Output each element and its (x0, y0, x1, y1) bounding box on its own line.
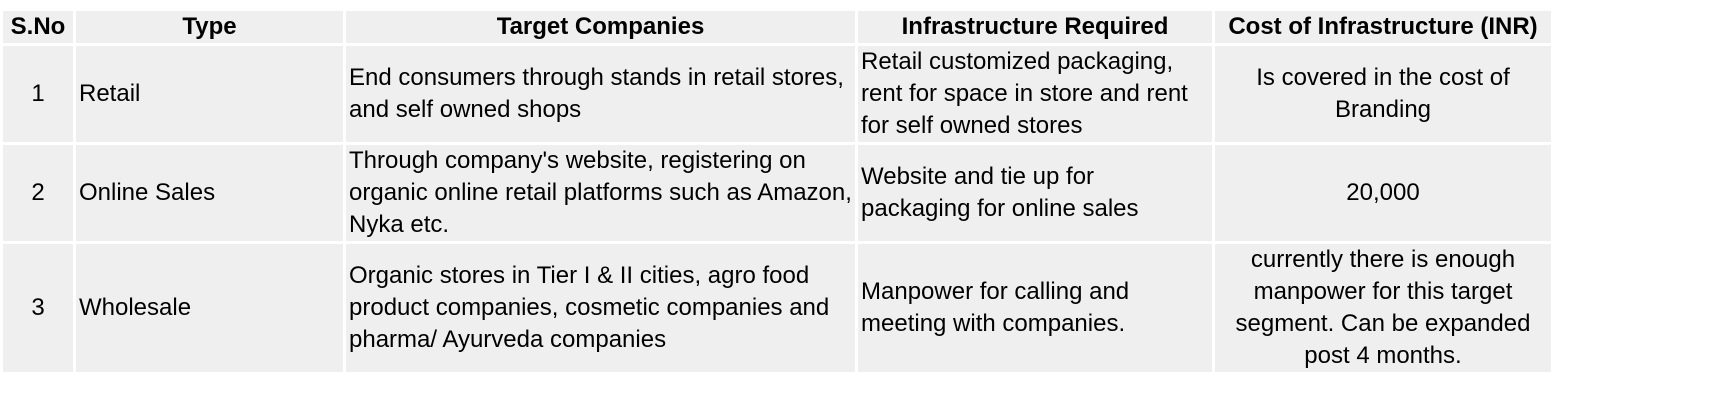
cell-sno: 2 (3, 145, 73, 241)
cell-type: Retail (76, 46, 343, 142)
cell-sno: 1 (3, 46, 73, 142)
cell-cost: currently there is enough manpower for t… (1215, 244, 1551, 372)
cell-sno: 3 (3, 244, 73, 372)
table-row: 1 Retail End consumers through stands in… (3, 46, 1551, 142)
cell-cost: 20,000 (1215, 145, 1551, 241)
cell-type: Wholesale (76, 244, 343, 372)
cell-type: Online Sales (76, 145, 343, 241)
cell-target-companies: Through company's website, registering o… (346, 145, 855, 241)
cell-target-companies: Organic stores in Tier I & II cities, ag… (346, 244, 855, 372)
cell-cost: Is covered in the cost of Branding (1215, 46, 1551, 142)
header-target-companies: Target Companies (346, 11, 855, 43)
cell-infrastructure-required: Retail customized packaging, rent for sp… (858, 46, 1212, 142)
cell-infrastructure-required: Manpower for calling and meeting with co… (858, 244, 1212, 372)
header-infrastructure-required: Infrastructure Required (858, 11, 1212, 43)
header-sno: S.No (3, 11, 73, 43)
table-row: 3 Wholesale Organic stores in Tier I & I… (3, 244, 1551, 372)
header-cost-of-infrastructure: Cost of Infrastructure (INR) (1215, 11, 1551, 43)
table-header-row: S.No Type Target Companies Infrastructur… (3, 11, 1551, 43)
table-row: 2 Online Sales Through company's website… (3, 145, 1551, 241)
cell-target-companies: End consumers through stands in retail s… (346, 46, 855, 142)
infrastructure-table-container: S.No Type Target Companies Infrastructur… (0, 8, 1729, 375)
infrastructure-table: S.No Type Target Companies Infrastructur… (0, 8, 1554, 375)
cell-infrastructure-required: Website and tie up for packaging for onl… (858, 145, 1212, 241)
header-type: Type (76, 11, 343, 43)
